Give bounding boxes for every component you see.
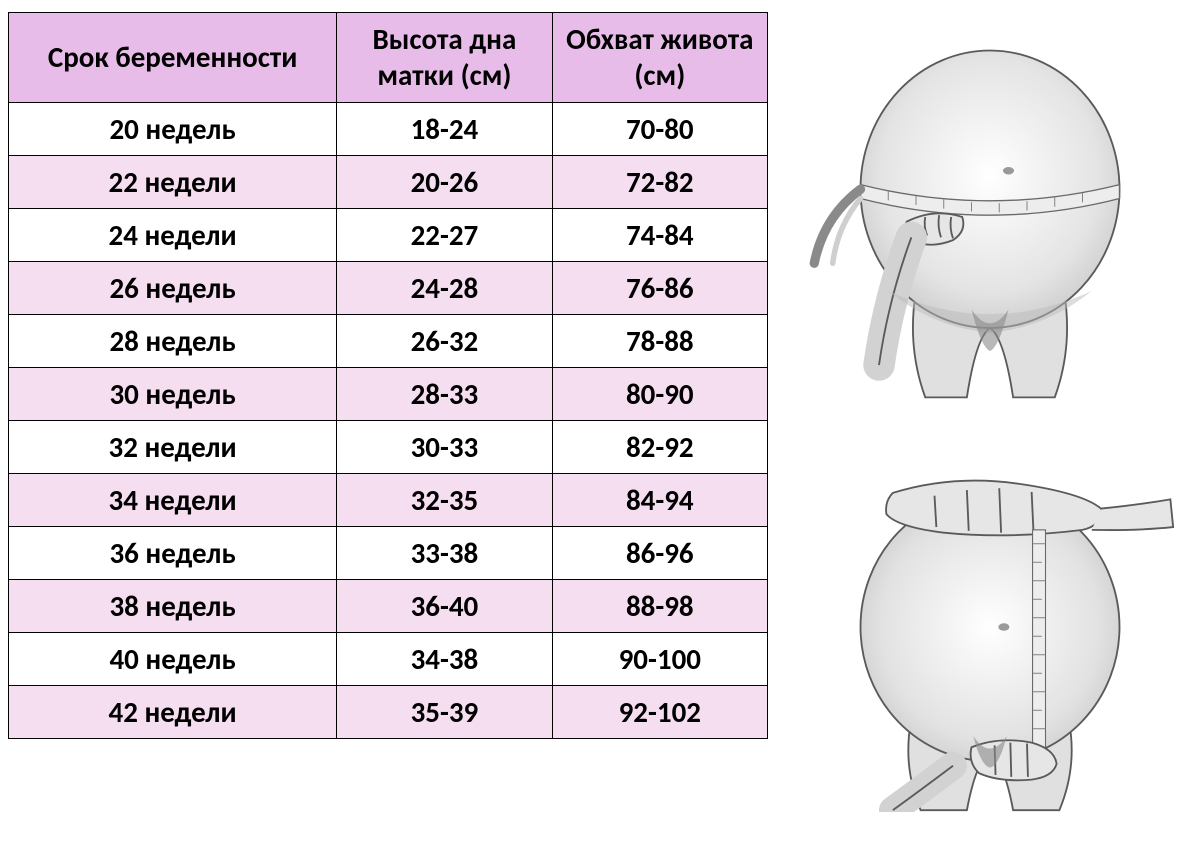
table-cell: 86-96: [552, 526, 767, 579]
table-cell: 34-38: [337, 632, 552, 685]
table-row: 28 недель26-3278-88: [9, 314, 768, 367]
table-cell: 20 недель: [9, 102, 337, 155]
table-cell: 30 недель: [9, 367, 337, 420]
table-cell: 92-102: [552, 685, 767, 738]
table-cell: 74-84: [552, 208, 767, 261]
table-cell: 36 недель: [9, 526, 337, 579]
table-cell: 32-35: [337, 473, 552, 526]
table-cell: 28-33: [337, 367, 552, 420]
table-cell: 36-40: [337, 579, 552, 632]
table-cell: 26-32: [337, 314, 552, 367]
pregnancy-measurements-table: Срок беременностиВысота дна матки (см)Об…: [8, 12, 768, 739]
table-header-row: Срок беременностиВысота дна матки (см)Об…: [9, 13, 768, 103]
table-cell: 32 недели: [9, 420, 337, 473]
table-row: 22 недели20-2672-82: [9, 155, 768, 208]
table-cell: 38 недель: [9, 579, 337, 632]
table-cell: 84-94: [552, 473, 767, 526]
table-header-cell: Высота дна матки (см): [337, 13, 552, 103]
table-cell: 30-33: [337, 420, 552, 473]
table-row: 24 недели22-2774-84: [9, 208, 768, 261]
table-cell: 40 недель: [9, 632, 337, 685]
table-cell: 20-26: [337, 155, 552, 208]
table-row: 42 недели35-3992-102: [9, 685, 768, 738]
table-header-cell: Срок беременности: [9, 13, 337, 103]
table-cell: 76-86: [552, 261, 767, 314]
table-header-cell: Обхват живота (см): [552, 13, 767, 103]
table-row: 40 недель34-3890-100: [9, 632, 768, 685]
table-cell: 80-90: [552, 367, 767, 420]
illustrations-column: [768, 12, 1192, 832]
table-cell: 33-38: [337, 526, 552, 579]
table-row: 34 недели32-3584-94: [9, 473, 768, 526]
table-row: 38 недель36-4088-98: [9, 579, 768, 632]
table-row: 26 недель24-2876-86: [9, 261, 768, 314]
table-row: 36 недель33-3886-96: [9, 526, 768, 579]
table-cell: 22-27: [337, 208, 552, 261]
table-row: 32 недели30-3382-92: [9, 420, 768, 473]
abdomen-circumference-illustration: [805, 32, 1175, 402]
table-cell: 90-100: [552, 632, 767, 685]
table-cell: 72-82: [552, 155, 767, 208]
table-cell: 26 недель: [9, 261, 337, 314]
table-cell: 82-92: [552, 420, 767, 473]
table-cell: 28 недель: [9, 314, 337, 367]
table-cell: 42 недели: [9, 685, 337, 738]
table-cell: 18-24: [337, 102, 552, 155]
table-row: 20 недель18-2470-80: [9, 102, 768, 155]
table-cell: 78-88: [552, 314, 767, 367]
table-cell: 34 недели: [9, 473, 337, 526]
table-cell: 24 недели: [9, 208, 337, 261]
table-cell: 88-98: [552, 579, 767, 632]
table-cell: 22 недели: [9, 155, 337, 208]
table-cell: 35-39: [337, 685, 552, 738]
table-cell: 24-28: [337, 261, 552, 314]
table-cell: 70-80: [552, 102, 767, 155]
table-row: 30 недель28-3380-90: [9, 367, 768, 420]
fundal-height-illustration: [805, 442, 1175, 812]
